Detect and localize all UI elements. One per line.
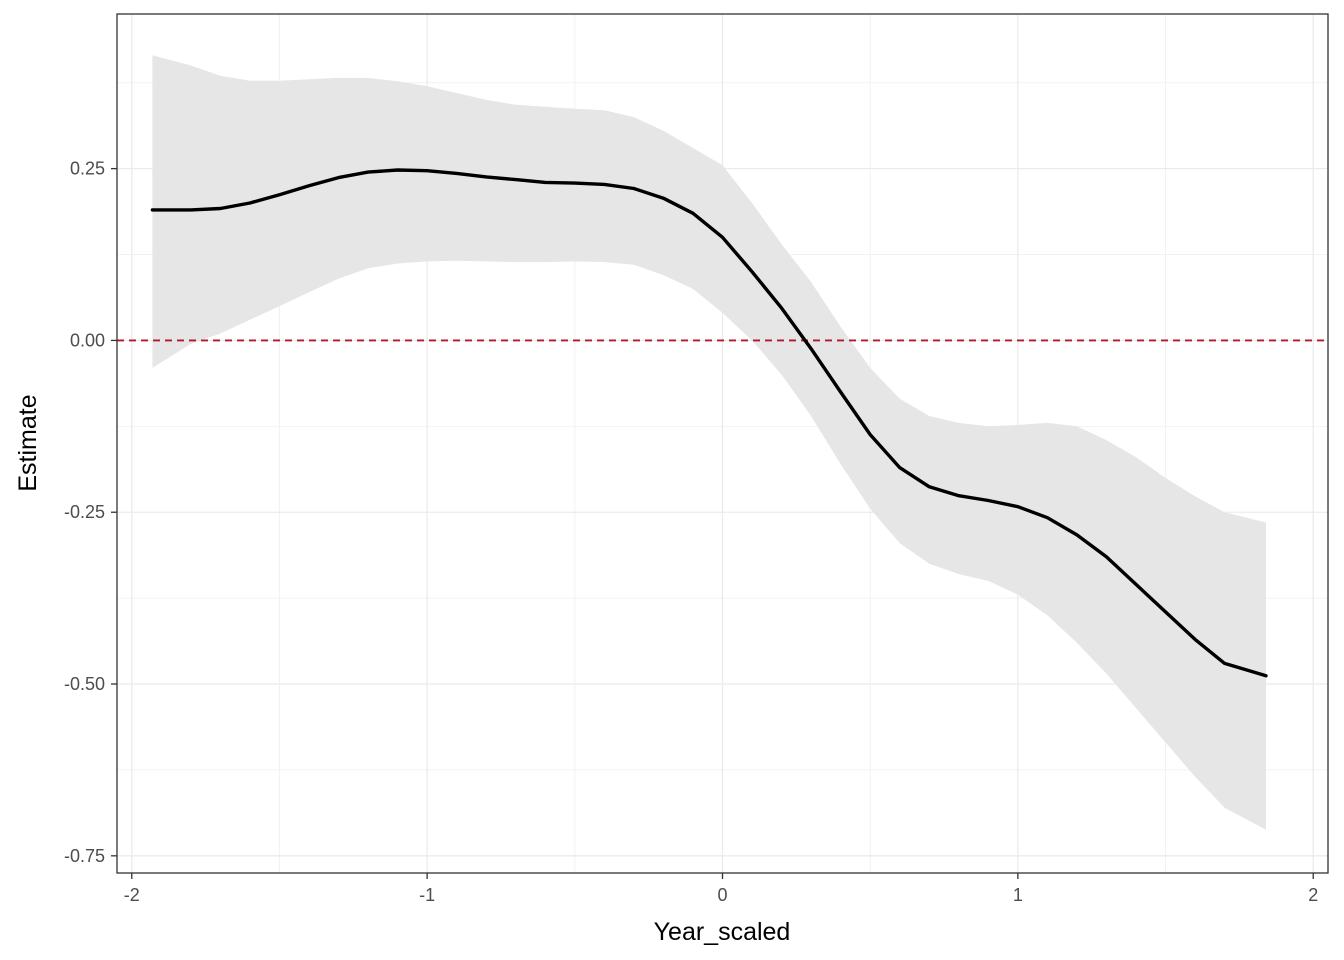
x-tick-label: 0: [717, 885, 727, 905]
major-grid: [117, 14, 1328, 873]
estimate-line: [150, 168, 1268, 678]
y-tick-label: -0.50: [64, 674, 105, 694]
x-tick-label: 2: [1308, 885, 1318, 905]
confidence-ribbon: [152, 55, 1266, 830]
x-tick-label: -1: [419, 885, 435, 905]
x-tick-label: 1: [1013, 885, 1023, 905]
y-tick-label: -0.25: [64, 502, 105, 522]
confidence-ribbon-layer: [152, 55, 1266, 830]
x-tick-label: -2: [124, 885, 140, 905]
y-axis: -0.75 -0.50 -0.25 0.00 0.25: [64, 159, 117, 866]
y-tick-label: -0.75: [64, 846, 105, 866]
y-tick-label: 0.00: [70, 330, 105, 350]
x-axis-title: Year_scaled: [654, 918, 791, 946]
y-tick-label: 0.25: [70, 159, 105, 179]
y-axis-title: Estimate: [14, 394, 42, 491]
estimate-line-layer: [150, 168, 1268, 678]
x-axis: -2 -1 0 1 2: [124, 873, 1318, 905]
